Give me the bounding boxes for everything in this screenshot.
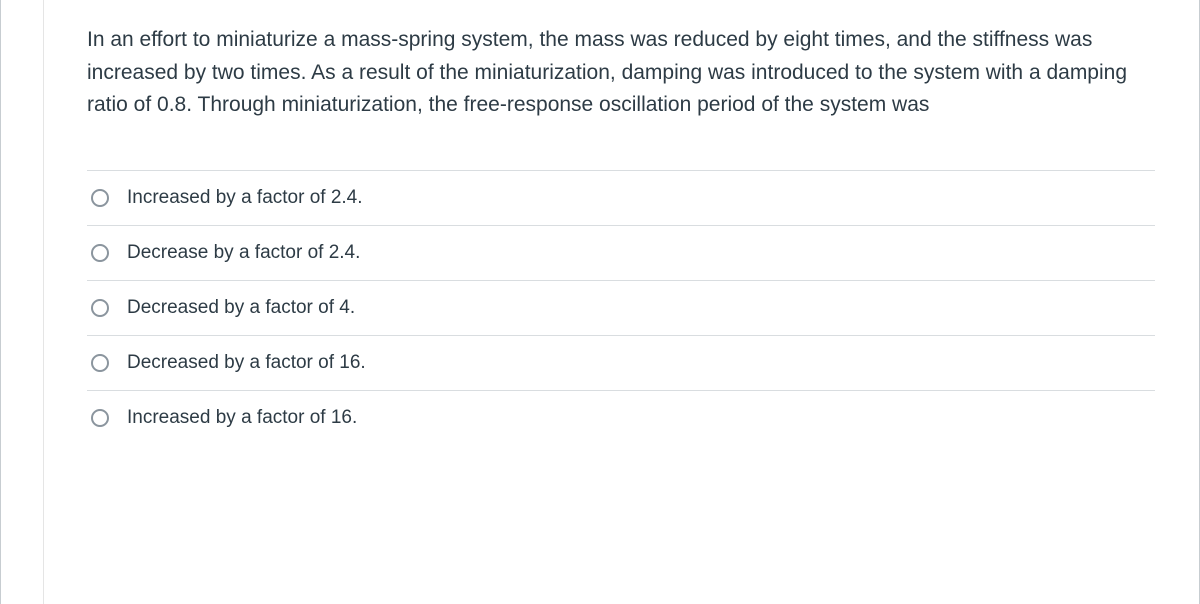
option-row[interactable]: Decreased by a factor of 16. (87, 335, 1155, 390)
radio-icon[interactable] (91, 409, 109, 427)
option-label: Increased by a factor of 2.4. (127, 187, 1151, 209)
question-card: In an effort to miniaturize a mass-sprin… (0, 0, 1200, 604)
question-content: In an effort to miniaturize a mass-sprin… (43, 0, 1199, 469)
radio-icon[interactable] (91, 299, 109, 317)
option-row[interactable]: Decrease by a factor of 2.4. (87, 225, 1155, 280)
question-text: In an effort to miniaturize a mass-sprin… (87, 24, 1155, 122)
option-label: Increased by a factor of 16. (127, 407, 1151, 429)
option-label: Decrease by a factor of 2.4. (127, 242, 1151, 264)
radio-icon[interactable] (91, 189, 109, 207)
option-label: Decreased by a factor of 16. (127, 352, 1151, 374)
radio-icon[interactable] (91, 244, 109, 262)
options-list: Increased by a factor of 2.4. Decrease b… (87, 170, 1155, 445)
option-row[interactable]: Decreased by a factor of 4. (87, 280, 1155, 335)
radio-icon[interactable] (91, 354, 109, 372)
option-row[interactable]: Increased by a factor of 16. (87, 390, 1155, 445)
option-row[interactable]: Increased by a factor of 2.4. (87, 170, 1155, 225)
option-label: Decreased by a factor of 4. (127, 297, 1151, 319)
